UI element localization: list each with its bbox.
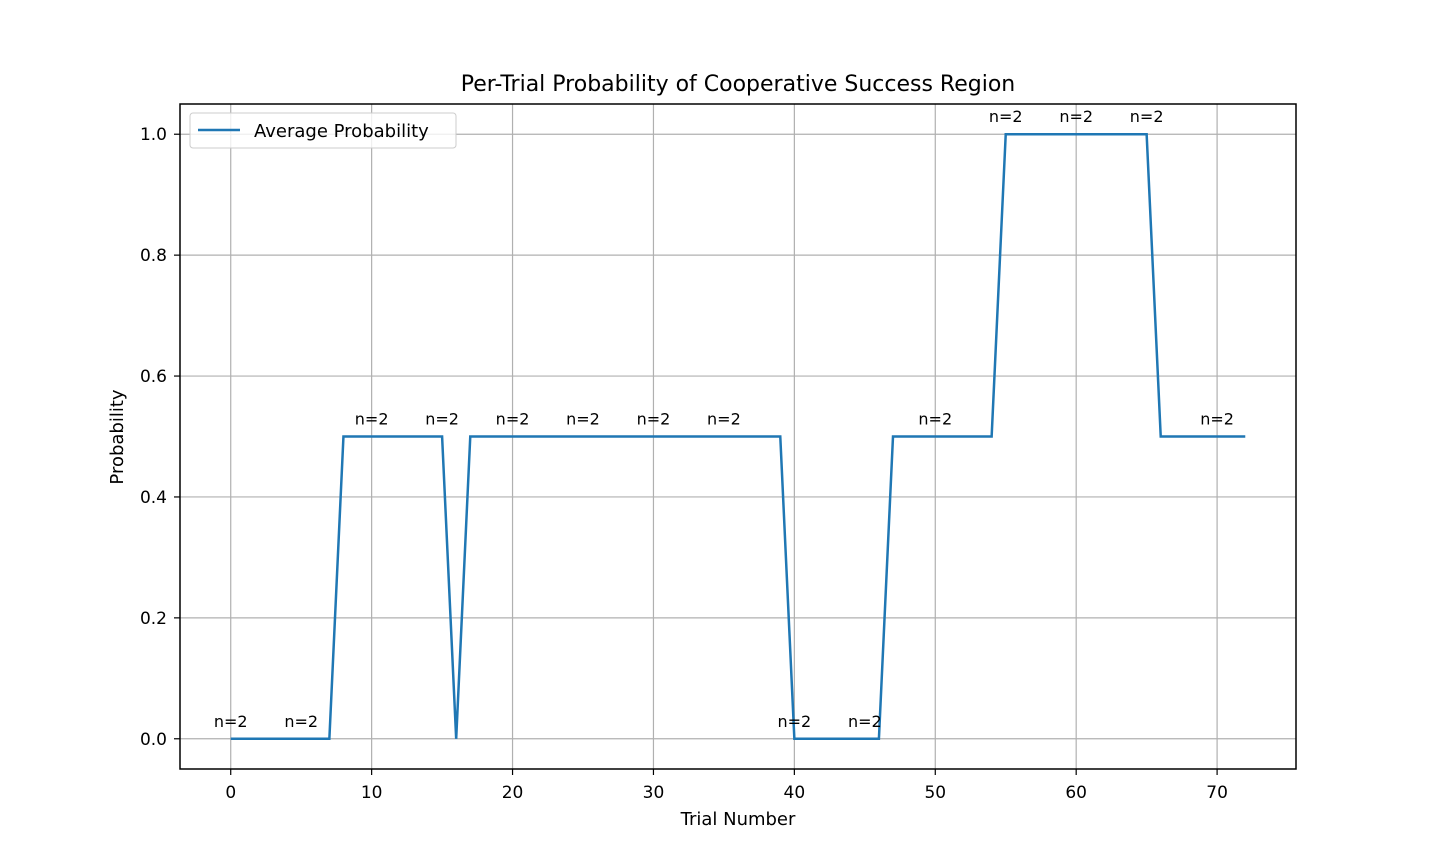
legend-box bbox=[189, 112, 457, 149]
axis-ticks: 0 10 20 30 40 50 60 70 0.0 0.2 0.4 0.6 0.8 1.0 bbox=[140, 125, 1228, 803]
data-annotation: n=2 bbox=[1059, 107, 1093, 126]
x-tick-label: 30 bbox=[643, 783, 665, 803]
data-annotation: n=2 bbox=[355, 410, 389, 429]
x-tick-label: 40 bbox=[784, 783, 806, 803]
data-annotation: n=2 bbox=[637, 410, 671, 429]
x-axis-label: Trial Number bbox=[680, 809, 796, 830]
series-line bbox=[230, 132, 1246, 741]
data-annotation: n=2 bbox=[566, 410, 600, 429]
x-tick-label: 60 bbox=[1065, 783, 1087, 803]
x-tick-label: 50 bbox=[924, 783, 946, 803]
y-tick-label: 0.2 bbox=[140, 609, 167, 629]
x-tick-label: 0 bbox=[225, 783, 236, 803]
data-annotation: n=2 bbox=[1130, 107, 1164, 126]
y-tick-label: 1.0 bbox=[140, 125, 167, 145]
y-tick-label: 0.4 bbox=[140, 488, 167, 508]
x-tick-label: 10 bbox=[361, 783, 383, 803]
annotations: n=2 n=2 n=2 n=2 n=2 n=2 n=2 n=2 n=2 n=2 n=2 n=2 n=2 n… bbox=[214, 107, 1234, 731]
y-tick-label: 0.0 bbox=[140, 730, 167, 750]
data-annotation: n=2 bbox=[918, 410, 952, 429]
y-tick-label: 0.6 bbox=[140, 367, 167, 387]
y-axis-label: Probability bbox=[107, 389, 128, 484]
data-annotation: n=2 bbox=[496, 410, 530, 429]
legend-label: Average Probability bbox=[254, 121, 429, 142]
data-annotation: n=2 bbox=[777, 712, 811, 731]
data-annotation: n=2 bbox=[707, 410, 741, 429]
data-annotation: n=2 bbox=[284, 712, 318, 731]
series-layer bbox=[230, 132, 1246, 741]
plot-frame bbox=[179, 103, 1297, 770]
legend: Average Probability bbox=[189, 112, 457, 149]
x-tick-label: 70 bbox=[1206, 783, 1228, 803]
chart-title: Per-Trial Probability of Cooperative Suc… bbox=[461, 72, 1015, 97]
data-annotation: n=2 bbox=[989, 107, 1023, 126]
y-tick-label: 0.8 bbox=[140, 246, 167, 266]
data-annotation: n=2 bbox=[425, 410, 459, 429]
x-tick-label: 20 bbox=[502, 783, 524, 803]
data-annotation: n=2 bbox=[848, 712, 882, 731]
data-annotation: n=2 bbox=[1200, 410, 1234, 429]
data-annotation: n=2 bbox=[214, 712, 248, 731]
